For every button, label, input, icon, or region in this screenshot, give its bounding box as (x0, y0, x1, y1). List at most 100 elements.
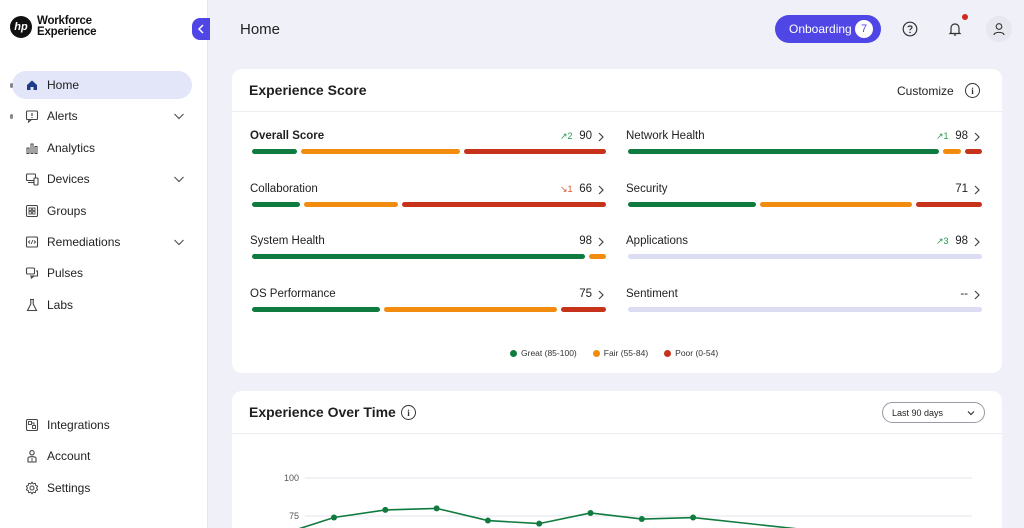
sidebar-item-alerts[interactable]: Alerts (10, 102, 192, 130)
data-point[interactable] (484, 517, 491, 524)
great-segment (252, 306, 381, 312)
great-segment (252, 254, 585, 259)
metric-name: Security (626, 182, 668, 195)
data-point[interactable] (536, 520, 543, 527)
metric-name: Sentiment (626, 287, 678, 300)
metric-value: 71 (955, 182, 968, 195)
chevron-right-icon (598, 185, 604, 194)
metric-value: 90 (579, 130, 592, 142)
score-legend: Great (85-100) Fair (55-84) Poor (0-54) (510, 348, 734, 358)
sidebar-item-label: Alerts (47, 109, 78, 124)
data-point[interactable] (382, 506, 389, 513)
sidebar-item-pulses[interactable]: Pulses (12, 259, 192, 287)
flask-icon (25, 298, 39, 312)
metric-name: Network Health (626, 130, 705, 142)
brand-name-line2: Experience (37, 26, 97, 38)
data-point[interactable] (433, 505, 440, 512)
experience-over-time-card: Experience Over Time i Last 90 days 100 7… (232, 391, 1002, 528)
help-icon (902, 21, 918, 37)
info-icon[interactable]: i (401, 405, 416, 420)
experience-over-time-title: Experience Over Time (249, 404, 396, 420)
legend-label: Great (85-100) (521, 348, 577, 358)
sidebar-item-remediations[interactable]: Remediations (12, 228, 192, 256)
metric-network-health[interactable]: Network Health ↗1 98 (626, 130, 982, 166)
fair-segment (304, 201, 398, 207)
notifications-button[interactable] (945, 19, 965, 39)
alert-icon (25, 109, 39, 124)
fair-segment (588, 254, 606, 259)
metric-security[interactable]: Security 71 (626, 183, 982, 219)
help-button[interactable] (900, 19, 920, 39)
page-title: Home (240, 21, 281, 38)
metric-os-performance[interactable]: OS Performance 75 (250, 288, 606, 324)
metric-sentiment[interactable]: Sentiment -- (626, 288, 982, 324)
data-point[interactable] (638, 516, 645, 523)
card-divider (232, 433, 1002, 434)
sidebar-item-home[interactable]: Home (10, 71, 192, 99)
chevron-down-icon (967, 411, 975, 416)
brand-name-line1: Workforce (37, 15, 92, 27)
legend-label: Poor (0-54) (675, 348, 719, 358)
account-icon (25, 449, 39, 463)
sidebar-item-label: Pulses (47, 266, 84, 281)
empty-bar (628, 254, 982, 259)
metric-system-health[interactable]: System Health 98 (250, 235, 606, 271)
sidebar-item-account[interactable]: Account (12, 442, 192, 470)
fair-segment (300, 149, 461, 154)
data-point[interactable] (587, 509, 594, 516)
date-range-select[interactable]: Last 90 days (882, 402, 985, 423)
info-icon[interactable]: i (965, 83, 980, 98)
great-segment (252, 201, 301, 207)
bell-icon (948, 23, 962, 36)
sidebar-item-integrations[interactable]: Integrations (12, 411, 192, 439)
metric-value: 98 (955, 235, 968, 247)
metric-collaboration[interactable]: Collaboration ↘1 66 (250, 183, 606, 219)
poor-segment (464, 149, 606, 154)
customize-button[interactable]: Customize (897, 84, 954, 98)
devices-icon (25, 172, 39, 186)
nav-marker (10, 114, 13, 120)
metric-applications[interactable]: Applications ↗3 98 (626, 235, 982, 271)
sidebar-item-labs[interactable]: Labs (12, 291, 192, 319)
analytics-icon (25, 141, 39, 155)
poor-segment (401, 201, 606, 207)
legend-dot (592, 349, 600, 357)
metric-name: System Health (250, 235, 325, 247)
sidebar-item-label: Home (47, 78, 80, 92)
groups-icon (25, 204, 39, 218)
metric-name: Applications (626, 235, 689, 247)
chevron-right-icon (598, 132, 604, 142)
notification-dot (962, 14, 968, 20)
chevron-right-icon (974, 290, 980, 299)
sidebar-item-label: Account (47, 449, 91, 464)
chevron-down-icon (174, 176, 184, 183)
chevron-down-icon (174, 113, 184, 120)
brand-logo[interactable]: hp Workforce Experience (10, 15, 97, 38)
onboarding-count-badge: 7 (855, 20, 873, 38)
data-point[interactable] (690, 514, 697, 521)
date-range-value: Last 90 days (892, 407, 944, 418)
fair-segment (943, 149, 961, 154)
sidebar-item-label: Settings (47, 480, 91, 495)
pulses-icon (25, 266, 39, 280)
user-avatar-button[interactable] (986, 16, 1012, 42)
legend-dot (664, 349, 672, 357)
sidebar-item-analytics[interactable]: Analytics (12, 134, 192, 162)
sidebar-item-devices[interactable]: Devices (12, 165, 192, 193)
data-point[interactable] (331, 514, 337, 521)
nav-marker (10, 83, 13, 88)
onboarding-button[interactable]: Onboarding 7 (775, 15, 881, 43)
sidebar-item-groups[interactable]: Groups (12, 197, 192, 225)
sidebar-item-label: Remediations (47, 234, 121, 249)
metric-overall-score[interactable]: Overall Score ↗2 90 (250, 130, 606, 166)
chevron-right-icon (598, 237, 604, 247)
trend-indicator: ↗1 (936, 131, 949, 141)
sidebar-item-settings[interactable]: Settings (12, 474, 192, 502)
experience-line-chart: 100 75 (284, 473, 972, 528)
sidebar-item-label: Analytics (47, 140, 96, 155)
sidebar-item-label: Integrations (47, 418, 110, 432)
collapse-sidebar-button[interactable] (192, 18, 210, 40)
fair-segment (760, 201, 913, 207)
legend-item: Fair (55-84) (592, 348, 648, 358)
card-divider (232, 111, 1002, 112)
